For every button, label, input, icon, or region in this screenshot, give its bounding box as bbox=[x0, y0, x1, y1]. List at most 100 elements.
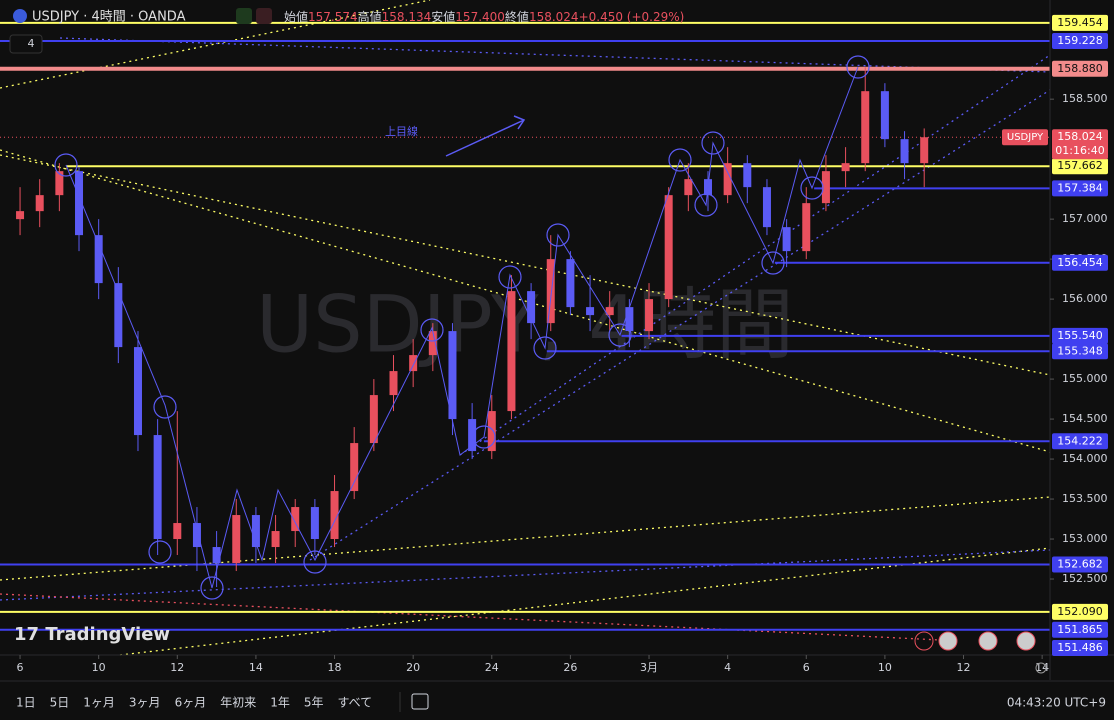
status-badge[interactable] bbox=[236, 8, 252, 24]
settings-button[interactable] bbox=[1035, 662, 1047, 674]
range-button[interactable]: 1ヶ月 bbox=[83, 696, 115, 710]
candle-body bbox=[133, 347, 142, 436]
x-tick-label: 18 bbox=[328, 661, 342, 674]
price-axis bbox=[1050, 0, 1114, 655]
range-button[interactable]: 1日 bbox=[16, 696, 36, 710]
range-button[interactable]: 3ヶ月 bbox=[129, 696, 161, 710]
current-price-label: 158.024 bbox=[1057, 130, 1103, 143]
watermark: USDJPY, 4時間 bbox=[256, 280, 794, 370]
range-button[interactable]: 1年 bbox=[270, 696, 290, 710]
range-button[interactable]: 年初来 bbox=[220, 696, 256, 710]
symbol-box bbox=[1002, 129, 1048, 146]
toolbar bbox=[0, 681, 1114, 720]
pivot bbox=[303, 550, 327, 574]
level-label-box bbox=[1052, 343, 1108, 360]
pivot bbox=[846, 55, 870, 79]
candle-body bbox=[330, 491, 339, 540]
level-label: 151.486 bbox=[1057, 641, 1103, 654]
candle-body bbox=[251, 515, 260, 548]
candle-body bbox=[487, 411, 496, 452]
level-label: 155.540 bbox=[1057, 329, 1103, 342]
level-label-box bbox=[1052, 180, 1108, 197]
y-axis: 158.500157.000156.500156.000155.000154.5… bbox=[1050, 92, 1108, 585]
zigzag bbox=[65, 66, 859, 589]
pivot bbox=[200, 576, 224, 600]
candle-body bbox=[310, 507, 319, 540]
event-icon[interactable] bbox=[1016, 631, 1036, 651]
candle-body bbox=[625, 307, 634, 332]
pivot bbox=[533, 336, 557, 360]
candle-body bbox=[546, 259, 555, 324]
pivot bbox=[608, 323, 632, 347]
event-icon[interactable] bbox=[938, 631, 958, 651]
x-tick-label: 3月 bbox=[640, 661, 658, 674]
level-label: 159.228 bbox=[1057, 34, 1103, 47]
level-label: 158.880 bbox=[1057, 62, 1103, 75]
trend-line bbox=[0, 496, 1051, 581]
y-tick-label: 154.000 bbox=[1062, 452, 1108, 465]
symbol-title: USDJPY · 4時間 · OANDA bbox=[32, 10, 186, 25]
candle-body bbox=[723, 163, 732, 196]
candle-body bbox=[428, 331, 437, 356]
level-label-box bbox=[1052, 640, 1108, 656]
candle-body bbox=[192, 523, 201, 548]
level-label: 159.454 bbox=[1057, 16, 1103, 29]
level-label: 155.348 bbox=[1057, 344, 1103, 357]
level-label: 156.454 bbox=[1057, 256, 1103, 269]
candle-body bbox=[664, 195, 673, 300]
candle-body bbox=[861, 91, 870, 164]
logo-text: TradingView bbox=[45, 624, 170, 645]
pivot bbox=[761, 251, 785, 275]
candle-body bbox=[586, 307, 595, 316]
indicator-toggle[interactable] bbox=[9, 34, 43, 54]
annotation: 上目線 bbox=[385, 124, 418, 138]
status-badge[interactable] bbox=[256, 8, 272, 24]
pivot bbox=[148, 540, 172, 564]
ohlc-name: 高値 bbox=[358, 9, 382, 24]
level-label: 151.865 bbox=[1057, 623, 1103, 636]
range-button[interactable]: すべて bbox=[338, 696, 373, 710]
candle-body bbox=[605, 307, 614, 316]
event-icons bbox=[914, 631, 1036, 651]
trend-line bbox=[0, 593, 941, 641]
x-tick-label: 6 bbox=[803, 661, 810, 674]
ohlc-name: 安値 bbox=[431, 9, 455, 24]
x-tick-label: 14 bbox=[249, 661, 263, 674]
candle-body bbox=[468, 419, 477, 452]
candle-body bbox=[566, 259, 575, 308]
pivot bbox=[694, 193, 718, 217]
candle-body bbox=[75, 171, 84, 236]
event-icon[interactable] bbox=[914, 631, 934, 651]
date-range-button[interactable] bbox=[411, 693, 429, 710]
range-buttons: 1日 5日 1ヶ月 3ヶ月 6ヶ月 年初来 1年 5年 すべて bbox=[16, 696, 372, 710]
level-labels: 159.454 159.228 158.880 157.662 157.384 156.4… bbox=[1002, 14, 1108, 656]
countdown: 01:16:40 bbox=[1055, 144, 1104, 157]
trend-line bbox=[309, 89, 1051, 561]
candle-body bbox=[55, 171, 64, 196]
range-button[interactable]: 5年 bbox=[304, 696, 324, 710]
level-label-box bbox=[1052, 60, 1108, 77]
level-label: 157.662 bbox=[1057, 159, 1103, 172]
range-button[interactable]: 6ヶ月 bbox=[175, 696, 207, 710]
ohlc-value: 157.574 bbox=[308, 10, 358, 24]
level-label: 152.682 bbox=[1057, 557, 1103, 570]
candle-body bbox=[369, 395, 378, 444]
pivot bbox=[420, 318, 444, 342]
level-label-box bbox=[1052, 621, 1108, 638]
event-icon[interactable] bbox=[978, 631, 998, 651]
level-label: 154.222 bbox=[1057, 434, 1103, 447]
x-tick-label: 12 bbox=[957, 661, 971, 674]
pivot bbox=[153, 395, 177, 419]
pivot-circles bbox=[54, 55, 870, 600]
pivot bbox=[668, 148, 692, 172]
candle-body bbox=[153, 435, 162, 540]
candle-body bbox=[645, 299, 654, 332]
pivot bbox=[800, 176, 824, 200]
range-button[interactable]: 5日 bbox=[50, 696, 70, 710]
y-tick-label: 158.500 bbox=[1062, 92, 1108, 105]
logo: 17 TradingView bbox=[14, 624, 170, 645]
x-tick-label: 24 bbox=[485, 661, 499, 674]
y-tick-label: 156.000 bbox=[1062, 292, 1108, 305]
y-tick-label: 154.500 bbox=[1062, 412, 1108, 425]
y-tick-label: 155.000 bbox=[1062, 372, 1108, 385]
